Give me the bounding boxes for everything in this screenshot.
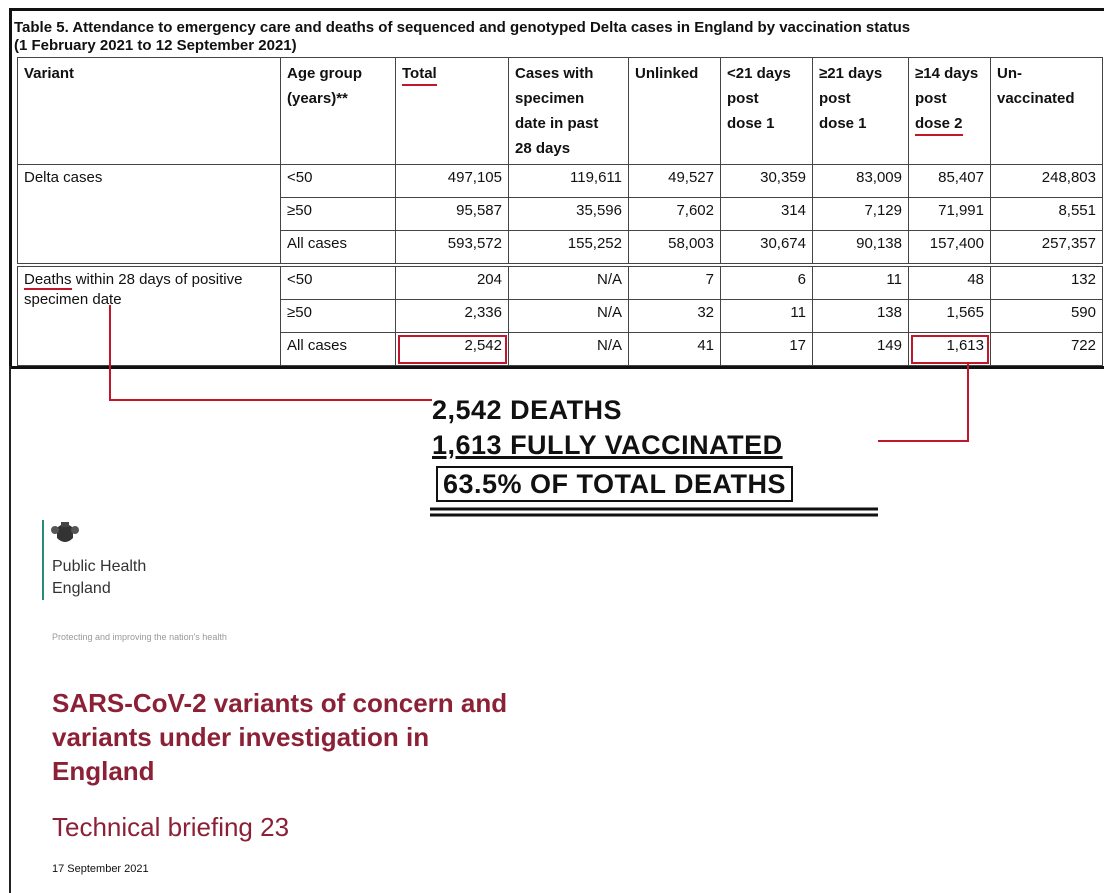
header-line: ≥21 days bbox=[819, 65, 883, 82]
age-group: <50 bbox=[280, 263, 396, 300]
cell-value: 7,129 bbox=[812, 197, 909, 231]
table-row: Deaths within 28 days of positive specim… bbox=[17, 263, 1103, 366]
cell-value: 8,551 bbox=[990, 197, 1103, 231]
header-line: post bbox=[819, 90, 851, 107]
column-header: Total bbox=[395, 57, 509, 165]
header-line: Variant bbox=[24, 65, 75, 82]
age-group: All cases bbox=[280, 230, 396, 266]
cell-value: 49,527 bbox=[628, 164, 721, 198]
title-line: England bbox=[52, 756, 155, 786]
title-line: SARS-CoV-2 variants of concern and bbox=[52, 688, 508, 718]
crest bbox=[51, 522, 79, 542]
group-label: Delta cases bbox=[17, 164, 281, 266]
cell-value: 722 bbox=[990, 332, 1103, 366]
doc-date: 17 September 2021 bbox=[52, 863, 149, 875]
cell-value: 83,009 bbox=[812, 164, 909, 198]
age-group: All cases bbox=[280, 332, 396, 366]
header-line: <21 days bbox=[727, 65, 791, 82]
column-header: ≥21 days post dose 1 bbox=[812, 57, 909, 165]
column-header: Un-vaccinated bbox=[990, 57, 1103, 165]
annotation-boxed: 63.5% OF TOTAL DEATHS bbox=[436, 466, 794, 502]
cell-value: 257,357 bbox=[990, 230, 1103, 266]
header-line: 28 days bbox=[515, 140, 571, 157]
table-frame bbox=[9, 8, 1104, 369]
column-header: Unlinked bbox=[628, 57, 721, 165]
data-table: Variant Age group (years)** Total Cases with… bbox=[17, 57, 1103, 366]
cell-value: 35,596 bbox=[508, 197, 629, 231]
label-text: Delta cases bbox=[24, 169, 103, 186]
cell-value: 314 bbox=[720, 197, 813, 231]
cell-value: 71,991 bbox=[908, 197, 991, 231]
table-row: Delta cases <50 497,105 119,611 49,527 30,359… bbox=[17, 164, 1103, 266]
table-row: ≥50 95,587 35,596 7,602 314 7,129 71,991 8,551 bbox=[18, 197, 1103, 231]
column-header: ≥14 days post dose 2 bbox=[908, 57, 991, 165]
cell-value: 2,336 bbox=[395, 299, 509, 333]
header-line: specimen bbox=[515, 90, 585, 107]
header-line: Unlinked bbox=[635, 65, 699, 82]
cell-value: 248,803 bbox=[990, 164, 1103, 198]
cell-value: 85,407 bbox=[908, 164, 991, 198]
cell-value: 11 bbox=[812, 263, 909, 300]
header-line: Age group bbox=[287, 65, 362, 82]
cell-value: 497,105 bbox=[395, 164, 509, 198]
header-line: Total bbox=[402, 64, 437, 86]
header-line: date in past bbox=[515, 115, 599, 132]
cell-value: 41 bbox=[628, 332, 721, 366]
table-row: All cases 2,542 N/A 41 17 149 1,613 722 bbox=[18, 332, 1103, 366]
label-text: within 28 days of positive specimen date bbox=[24, 271, 243, 308]
label-emphasis: Deaths bbox=[24, 271, 72, 290]
annotation: 2,542 DEATHS bbox=[432, 395, 623, 425]
group-label: Deaths within 28 days of positive specim… bbox=[17, 263, 281, 366]
tagline: Protecting and improving the nation's he… bbox=[52, 632, 227, 642]
cell-value: 149 bbox=[812, 332, 909, 366]
title-line: variants under investigation in bbox=[52, 722, 430, 752]
cell-value: 204 bbox=[395, 263, 509, 300]
doc-title: SARS-CoV-2 variants of concern and varian… bbox=[52, 686, 507, 788]
connector-line bbox=[878, 362, 969, 442]
header-line: ≥14 days bbox=[915, 65, 979, 82]
age-group: ≥50 bbox=[280, 197, 396, 231]
annotation: 1,613 FULLY VACCINATED bbox=[432, 430, 783, 460]
cell-value: N/A bbox=[508, 332, 629, 366]
header-line: dose 1 bbox=[819, 115, 867, 132]
cell-value: 32 bbox=[628, 299, 721, 333]
cell-value: 95,587 bbox=[395, 197, 509, 231]
cell-value: 132 bbox=[990, 263, 1103, 300]
cell-value: 119,611 bbox=[508, 164, 629, 198]
cell-value: 7,602 bbox=[628, 197, 721, 231]
header-line: post bbox=[727, 90, 759, 107]
table-subtitle: (1 February 2021 to 12 September 2021) bbox=[14, 37, 297, 54]
header-line: Un- bbox=[997, 65, 1022, 82]
header-line: Cases with bbox=[515, 65, 594, 82]
doc-subtitle: Technical briefing 23 bbox=[52, 812, 290, 842]
org-name: Public Health bbox=[52, 558, 147, 575]
org-name: England bbox=[52, 580, 111, 597]
column-header: Cases with specimen date in past 28 days bbox=[508, 57, 629, 165]
header-line: post bbox=[915, 90, 947, 107]
cell-value: 58,003 bbox=[628, 230, 721, 266]
table-title: Table 5. Attendance to emergency care an… bbox=[14, 19, 911, 36]
page-edge bbox=[9, 366, 11, 893]
header-line: dose 1 bbox=[727, 115, 775, 132]
cell-value: 590 bbox=[990, 299, 1103, 333]
table-row: All cases 593,572 155,252 58,003 30,674 90,13… bbox=[18, 230, 1103, 266]
age-group: ≥50 bbox=[280, 299, 396, 333]
cell-value: 90,138 bbox=[812, 230, 909, 266]
cell-value: 48 bbox=[908, 263, 991, 300]
header-line: dose 2 bbox=[915, 114, 963, 136]
header-line: (years)** bbox=[287, 90, 348, 107]
column-header: <21 days post dose 1 bbox=[720, 57, 813, 165]
header-line: vaccinated bbox=[997, 90, 1075, 107]
cell-value: 11 bbox=[720, 299, 813, 333]
connector-line bbox=[109, 305, 432, 401]
cell-value: N/A bbox=[508, 299, 629, 333]
cell-value: 2,542 bbox=[395, 332, 509, 366]
cell-value: 157,400 bbox=[908, 230, 991, 266]
